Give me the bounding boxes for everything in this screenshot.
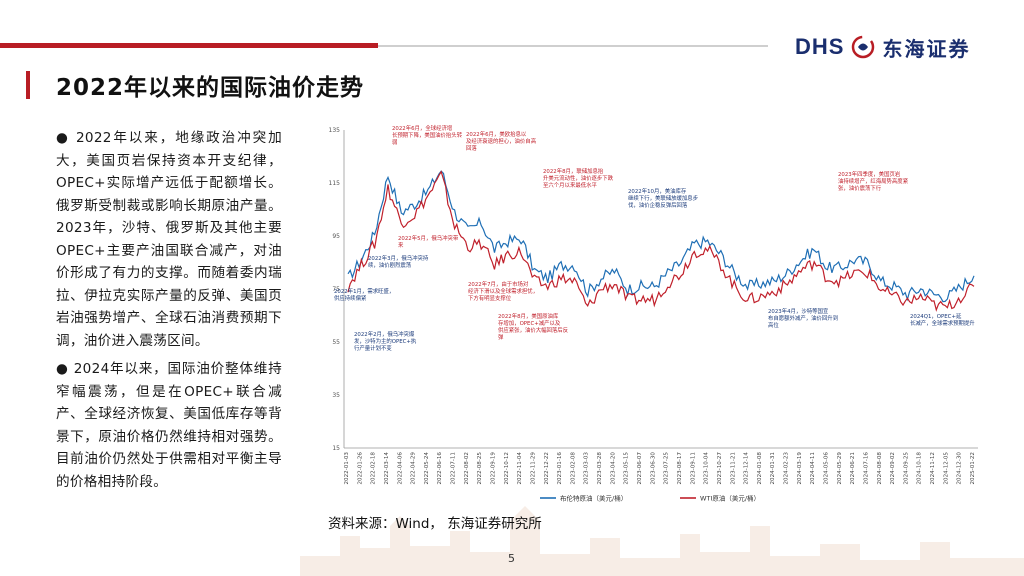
oil-price-chart: 135 115 95 75 55 35 15 2022-01-03 2022-01-26 2022… bbox=[329, 124, 978, 503]
x-tick-label: 2022-03-14 bbox=[384, 452, 390, 485]
x-tick-label: 2022-08-02 bbox=[464, 452, 470, 485]
x-tick-label: 2024-08-08 bbox=[877, 452, 883, 485]
x-tick-label: 2024-07-16 bbox=[863, 452, 869, 485]
y-tick-label: 95 bbox=[332, 233, 340, 240]
x-tick-label: 2023-10-04 bbox=[704, 452, 710, 485]
header-accent-bar bbox=[0, 43, 378, 48]
chart-annotation: 2022年3月，俄乌冲突持续，油价剧烈震荡 bbox=[368, 254, 429, 269]
x-tick-label: 2022-07-11 bbox=[451, 452, 457, 485]
chart-annotation: 2022年1月，需求旺盛，供应持续偏紧 bbox=[334, 287, 394, 302]
x-tick-label: 2024-05-06 bbox=[823, 452, 829, 485]
source-note: 资料来源：Wind， 东海证券研究所 bbox=[328, 516, 542, 532]
chart-annotation: 2022年6月，美欧抬息以及经济衰退的担心，油价自高回落 bbox=[466, 130, 537, 152]
chart-annotation: 2022年2月，俄乌冲突爆发，沙特为主的OPEC+执行产量计划不变 bbox=[354, 330, 417, 352]
x-tick-label: 2024-09-25 bbox=[903, 452, 909, 485]
series-line-brent bbox=[347, 170, 975, 303]
page-title: 2022年以来的国际油价走势 bbox=[56, 75, 365, 101]
x-tick-label: 2022-01-03 bbox=[344, 452, 350, 485]
x-tick-label: 2023-08-17 bbox=[677, 452, 683, 485]
x-tick-label: 2025-01-22 bbox=[970, 452, 976, 485]
x-tick-label: 2023-06-30 bbox=[650, 452, 656, 485]
x-tick-label: 2022-02-18 bbox=[371, 452, 377, 485]
x-tick-label: 2024-10-18 bbox=[917, 452, 923, 485]
y-tick-label: 135 bbox=[329, 127, 341, 134]
x-tick-label: 2023-12-14 bbox=[744, 452, 750, 485]
company-logo: DHS 东海证券 bbox=[795, 30, 970, 64]
x-tick-label: 2022-09-19 bbox=[491, 452, 497, 485]
y-tick-label: 35 bbox=[332, 392, 340, 399]
x-tick-label: 2022-05-24 bbox=[424, 452, 430, 485]
logo-latin-text: DHS bbox=[795, 34, 845, 59]
y-tick-label: 15 bbox=[332, 445, 340, 452]
chart-annotation: 2023年4月，沙特等国宣布自愿额外减产，油价回升到高位 bbox=[768, 307, 838, 329]
x-tick-label: 2023-09-11 bbox=[690, 452, 696, 485]
x-tick-label: 2023-03-28 bbox=[597, 452, 603, 485]
x-tick-label: 2023-02-08 bbox=[570, 452, 576, 485]
chart-annotation: 2024Q1，OPEC+延长减产，全球需求预期提升 bbox=[910, 312, 975, 327]
legend-label: WTI原油（美元/桶） bbox=[700, 494, 760, 503]
body-text: ● 2022年以来，地缘政治冲突加大，美国页岩保持资本开支纪律，OPEC+实际增… bbox=[56, 127, 282, 499]
x-tick-label: 2022-04-06 bbox=[397, 452, 403, 485]
x-tick-label: 2024-01-31 bbox=[770, 452, 776, 485]
x-tick-label: 2023-07-25 bbox=[664, 452, 670, 485]
page-number: 5 bbox=[508, 552, 515, 565]
x-tick-label: 2023-06-07 bbox=[637, 452, 643, 485]
x-tick-label: 2022-10-12 bbox=[504, 452, 510, 485]
series-line-wti bbox=[347, 170, 975, 312]
x-tick-label: 2024-01-08 bbox=[757, 452, 763, 485]
x-tick-label: 2024-09-02 bbox=[890, 452, 896, 485]
x-tick-label: 2022-11-29 bbox=[530, 452, 536, 485]
y-tick-label: 55 bbox=[332, 339, 340, 346]
x-tick-label: 2023-04-20 bbox=[610, 452, 616, 485]
bullet-paragraph-1: ● 2022年以来，地缘政治冲突加大，美国页岩保持资本开支纪律，OPEC+实际增… bbox=[56, 130, 282, 349]
x-tick-label: 2022-01-26 bbox=[357, 452, 363, 485]
x-tick-label: 2024-03-19 bbox=[797, 452, 803, 485]
header-divider bbox=[378, 45, 768, 47]
y-tick-label: 115 bbox=[329, 180, 341, 187]
chart-annotation: 2022年10月，美油库存继续下行，美联储放缓加息步伐，油价企稳反弹后回落 bbox=[628, 187, 699, 209]
x-tick-label: 2024-02-23 bbox=[784, 452, 790, 485]
logo-cn-text: 东海证券 bbox=[882, 36, 971, 61]
chart-annotation: 2022年8月，美国原油库存增加，OPEC+减产以及供应紧张，油价大幅回落后反弹 bbox=[498, 312, 569, 341]
bullet-paragraph-2: ● 2024年以来，国际油价整体维持窄幅震荡，但是在OPEC+联合减产、全球经济… bbox=[56, 361, 282, 490]
x-tick-label: 2022-06-16 bbox=[437, 452, 443, 485]
chart-annotation: 2023年四季度，美国页岩油持续增产，红海局势高度紧张，油价震荡下行 bbox=[838, 170, 909, 192]
x-tick-label: 2024-12-30 bbox=[957, 452, 963, 485]
x-tick-label: 2023-03-03 bbox=[584, 452, 590, 485]
x-tick-label: 2023-11-21 bbox=[730, 452, 736, 485]
chart-annotation: 2022年6月，全球经济增长预期下降，美国油价抬头转弱 bbox=[392, 124, 463, 146]
chart-annotation: 2022年7月，由于市场对经济下滑以及全球需求担忧，下方有明显支撑位 bbox=[468, 280, 538, 302]
legend-label: 布伦特原油（美元/桶） bbox=[560, 494, 627, 503]
chart-annotation: 2022年8月，联储加息抬升美元流动性，油价逐步下跌至六个月以来最低水平 bbox=[543, 167, 614, 189]
dragon-logo-icon bbox=[852, 35, 875, 59]
chart-annotation: 2022年5月，俄乌冲突带来 bbox=[398, 234, 459, 249]
city-skyline-watermark bbox=[300, 506, 1024, 576]
x-tick-label: 2022-04-29 bbox=[411, 452, 417, 485]
x-tick-label: 2023-05-15 bbox=[624, 452, 630, 485]
x-tick-label: 2022-11-04 bbox=[517, 452, 523, 485]
x-tick-label: 2024-04-11 bbox=[810, 452, 816, 485]
x-tick-label: 2022-08-25 bbox=[477, 452, 483, 485]
x-tick-label: 2024-06-21 bbox=[850, 452, 856, 485]
x-tick-label: 2024-12-05 bbox=[943, 452, 949, 485]
y-tick-label: 75 bbox=[332, 286, 340, 293]
x-tick-label: 2024-05-29 bbox=[837, 452, 843, 485]
x-tick-label: 2023-01-16 bbox=[557, 452, 563, 485]
x-tick-label: 2024-11-12 bbox=[930, 452, 936, 485]
x-tick-label: 2023-10-27 bbox=[717, 452, 723, 485]
title-accent bbox=[26, 71, 30, 99]
x-tick-label: 2022-12-22 bbox=[544, 452, 550, 485]
